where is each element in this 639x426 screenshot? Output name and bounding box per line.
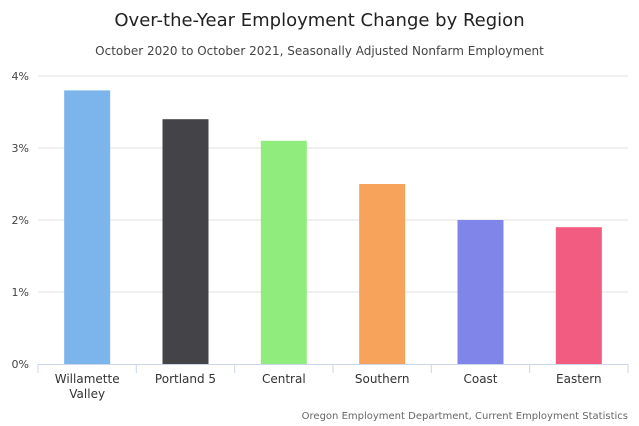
x-category-label: Central (262, 372, 306, 386)
bars (64, 90, 602, 365)
x-category-label: Coast (463, 372, 497, 386)
x-category-label: Southern (355, 372, 410, 386)
x-axis-labels: Willamette Valley Portland 5 Central Souther… (55, 372, 602, 401)
chart-title: Over-the-Year Employment Change by Regio… (114, 10, 524, 31)
y-tick-label: 0% (12, 358, 29, 371)
bar[interactable] (555, 227, 602, 364)
y-tick-label: 1% (12, 286, 29, 299)
bar[interactable] (260, 140, 307, 364)
x-category-label: Willamette Valley (55, 372, 120, 401)
x-category-label: Portland 5 (155, 372, 216, 386)
y-tick-label: 2% (12, 214, 29, 227)
y-tick-label: 4% (12, 70, 29, 83)
x-axis (37, 364, 629, 373)
x-category-label: Eastern (556, 372, 602, 386)
bar[interactable] (359, 184, 406, 364)
bar[interactable] (457, 220, 504, 364)
chart-subtitle: October 2020 to October 2021, Seasonally… (95, 44, 544, 58)
gridlines (38, 75, 628, 293)
bar[interactable] (64, 90, 111, 365)
y-tick-label: 3% (12, 142, 29, 155)
y-axis-ticks: 0% 1% 2% 3% 4% (12, 70, 29, 371)
chart-credits[interactable]: Oregon Employment Department, Current Em… (302, 411, 628, 422)
bar[interactable] (162, 119, 209, 364)
